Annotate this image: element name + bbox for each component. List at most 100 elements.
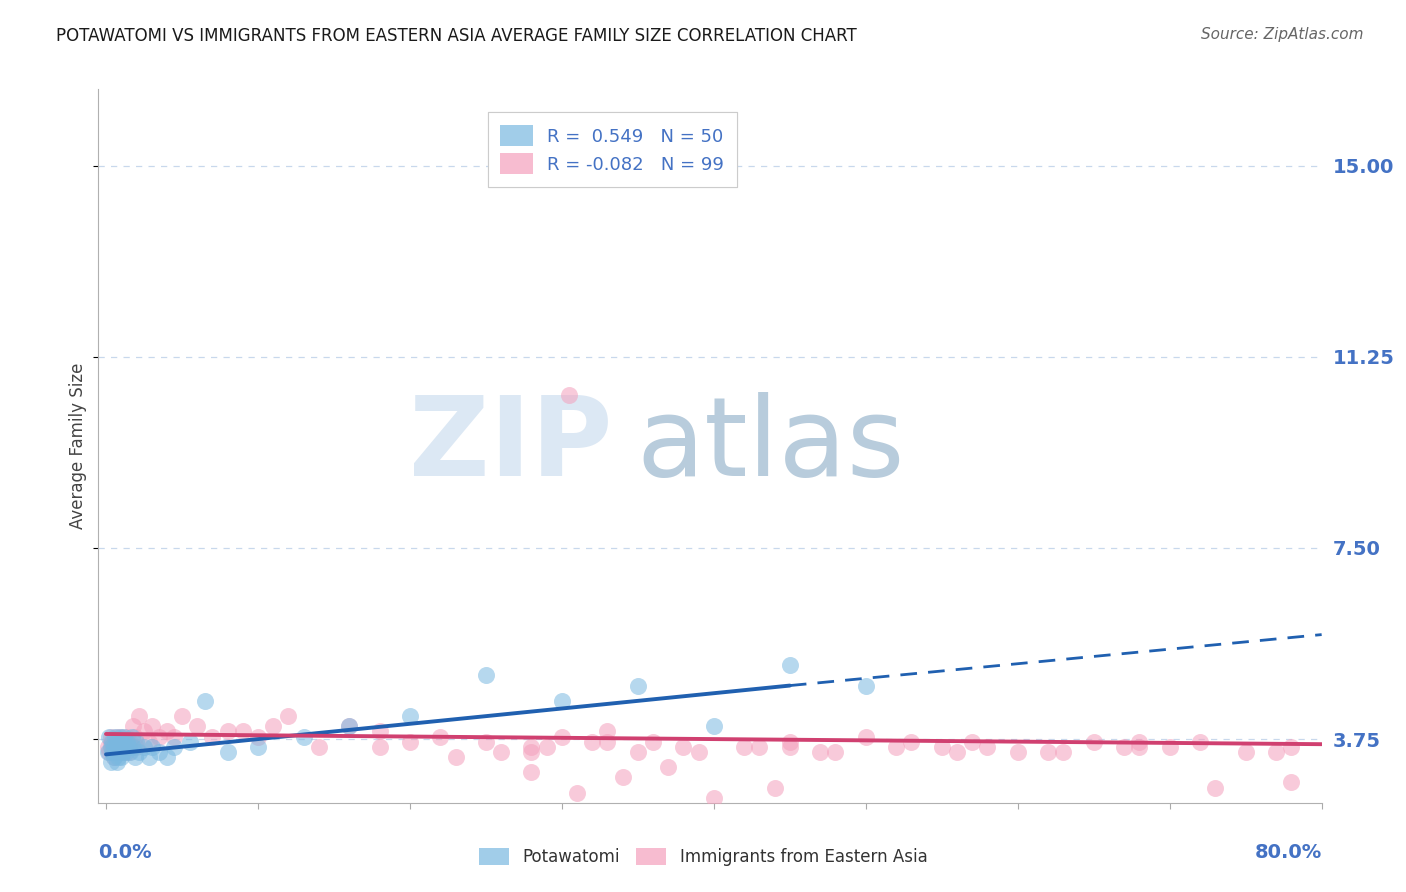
Point (1128, 734, 1150, 748)
Point (141, 719, 163, 733)
Point (100, 730, 122, 744)
Point (246, 730, 269, 744)
Point (111, 734, 134, 748)
Point (148, 745, 170, 759)
Point (337, 719, 360, 733)
Point (156, 750, 179, 764)
Point (98, 730, 121, 744)
Point (657, 760, 679, 774)
Point (120, 745, 142, 759)
Point (170, 709, 193, 723)
Point (103, 739, 125, 754)
Point (703, 719, 725, 733)
Point (132, 724, 155, 739)
Point (748, 739, 770, 754)
Point (148, 730, 170, 744)
Point (884, 739, 907, 754)
Point (112, 730, 135, 744)
Point (122, 719, 145, 733)
Point (104, 745, 127, 759)
Point (121, 730, 143, 744)
Point (1159, 739, 1181, 754)
Point (110, 730, 132, 744)
Point (1083, 734, 1105, 748)
Point (641, 734, 664, 748)
Point (105, 755, 128, 769)
Point (688, 745, 710, 759)
Text: ZIP: ZIP (409, 392, 612, 500)
Point (138, 734, 160, 748)
Point (612, 770, 634, 784)
Text: atlas: atlas (637, 392, 905, 500)
Point (277, 709, 299, 723)
Point (1052, 745, 1074, 759)
Point (112, 739, 135, 754)
Point (124, 730, 146, 744)
Point (581, 734, 603, 748)
Point (1341, 730, 1364, 744)
Point (120, 734, 142, 748)
Point (1114, 739, 1136, 754)
Point (121, 739, 143, 754)
Point (960, 734, 983, 748)
Text: Source: ZipAtlas.com: Source: ZipAtlas.com (1201, 27, 1364, 42)
Point (779, 739, 801, 754)
Point (368, 724, 391, 739)
Point (337, 719, 360, 733)
Point (103, 745, 125, 759)
Point (111, 739, 134, 754)
Point (1279, 775, 1302, 789)
Point (114, 734, 136, 748)
Point (101, 739, 124, 754)
Point (779, 734, 801, 748)
Point (105, 730, 128, 744)
Point (1128, 739, 1150, 754)
Point (156, 724, 179, 739)
Point (141, 739, 163, 754)
Point (733, 739, 755, 754)
Point (551, 694, 574, 708)
Point (117, 730, 139, 744)
Point (107, 739, 129, 754)
Point (475, 668, 498, 682)
Point (558, 388, 581, 402)
Point (101, 745, 124, 759)
Point (520, 765, 543, 780)
Point (246, 739, 269, 754)
Point (520, 745, 543, 759)
Point (107, 745, 129, 759)
Point (201, 730, 224, 744)
Point (1234, 745, 1257, 759)
Point (111, 734, 134, 748)
Point (100, 755, 122, 769)
Point (551, 730, 574, 744)
Point (931, 739, 953, 754)
Point (1189, 734, 1212, 748)
Text: POTAWATOMI VS IMMIGRANTS FROM EASTERN ASIA AVERAGE FAMILY SIZE CORRELATION CHART: POTAWATOMI VS IMMIGRANTS FROM EASTERN AS… (56, 27, 858, 45)
Point (117, 734, 139, 748)
Point (1265, 745, 1288, 759)
Point (110, 739, 132, 754)
Point (1007, 745, 1029, 759)
Point (100, 734, 122, 748)
Point (596, 724, 619, 739)
Point (489, 745, 512, 759)
Point (138, 750, 160, 764)
Point (565, 786, 588, 800)
Point (100, 739, 122, 754)
Point (122, 739, 145, 754)
Point (855, 679, 877, 693)
Point (308, 739, 330, 754)
Point (627, 745, 650, 759)
Point (114, 745, 136, 759)
Point (232, 724, 254, 739)
Point (103, 750, 125, 764)
Point (103, 750, 125, 764)
Y-axis label: Average Family Size: Average Family Size (69, 363, 87, 529)
Point (596, 734, 619, 748)
Point (125, 734, 148, 748)
Point (292, 730, 315, 744)
Point (194, 694, 217, 708)
Point (627, 679, 650, 693)
Point (128, 745, 150, 759)
